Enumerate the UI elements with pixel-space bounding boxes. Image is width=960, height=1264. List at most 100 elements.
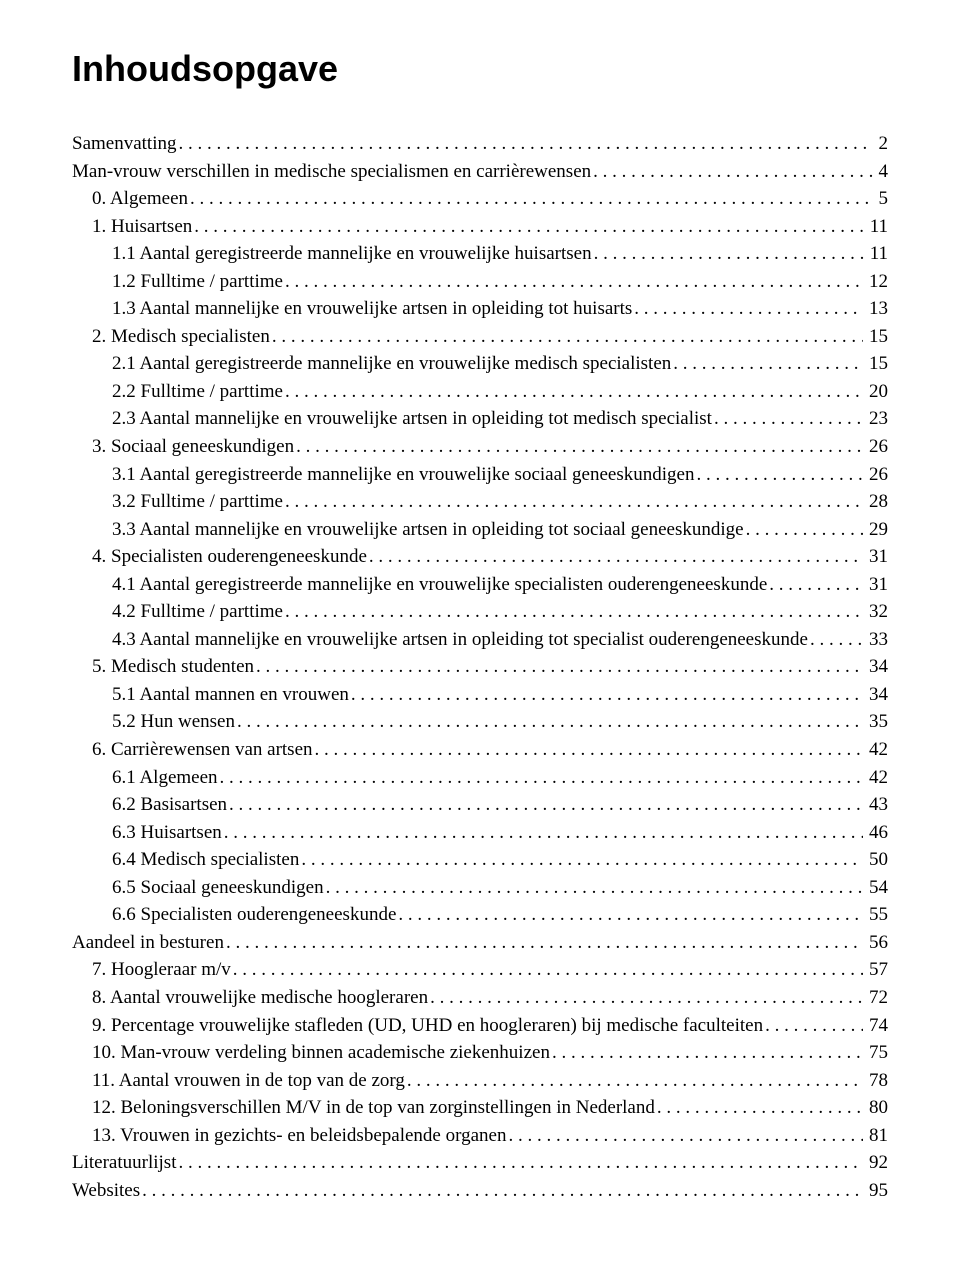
toc-entry: 1.3 Aantal mannelijke en vrouwelijke art… (72, 295, 888, 323)
toc-entry-label: 6. Carrièrewensen van artsen (92, 736, 313, 764)
toc-entry: 5.1 Aantal mannen en vrouwen 34 (72, 681, 888, 709)
toc-entry: 5. Medisch studenten 34 (72, 653, 888, 681)
toc-entry-label: 2.1 Aantal geregistreerde mannelijke en … (112, 350, 671, 378)
toc-entry: 3.2 Fulltime / parttime 28 (72, 488, 888, 516)
toc-leader-dots (326, 874, 863, 902)
toc-entry: 4.3 Aantal mannelijke en vrouwelijke art… (72, 626, 888, 654)
toc-entry-label: 13. Vrouwen in gezichts- en beleidsbepal… (92, 1122, 506, 1150)
toc-entry-page: 34 (865, 653, 888, 681)
toc-entry: 13. Vrouwen in gezichts- en beleidsbepal… (72, 1122, 888, 1150)
toc-leader-dots (696, 461, 863, 489)
toc-entry-page: 26 (865, 433, 888, 461)
toc-leader-dots (634, 295, 863, 323)
toc-entry-label: 1. Huisartsen (92, 213, 192, 241)
toc-entry-page: 29 (865, 516, 888, 544)
toc-entry: 11. Aantal vrouwen in de top van de zorg… (72, 1067, 888, 1095)
toc-entry: 1.1 Aantal geregistreerde mannelijke en … (72, 240, 888, 268)
toc-entry-label: 5.2 Hun wensen (112, 708, 235, 736)
toc-entry: 2.2 Fulltime / parttime 20 (72, 378, 888, 406)
toc-leader-dots (765, 1012, 863, 1040)
toc-entry-page: 35 (865, 708, 888, 736)
toc-leader-dots (272, 323, 863, 351)
toc-entry-page: 15 (865, 323, 888, 351)
toc-entry-page: 42 (865, 764, 888, 792)
toc-leader-dots (301, 846, 863, 874)
toc-leader-dots (285, 378, 863, 406)
toc-leader-dots (220, 764, 863, 792)
toc-leader-dots (296, 433, 863, 461)
toc-entry: Samenvatting 2 (72, 130, 888, 158)
toc-leader-dots (810, 626, 863, 654)
toc-leader-dots (657, 1094, 863, 1122)
toc-leader-dots (398, 901, 863, 929)
toc-leader-dots (552, 1039, 863, 1067)
toc-entry-page: 46 (865, 819, 888, 847)
toc-entry: 6.1 Algemeen 42 (72, 764, 888, 792)
toc-entry: 6.3 Huisartsen 46 (72, 819, 888, 847)
toc-entry: 2.1 Aantal geregistreerde mannelijke en … (72, 350, 888, 378)
toc-leader-dots (178, 1149, 863, 1177)
toc-entry-label: 6.1 Algemeen (112, 764, 218, 792)
toc-entry-page: 42 (865, 736, 888, 764)
toc-entry: 4.2 Fulltime / parttime 32 (72, 598, 888, 626)
toc-entry-label: 2. Medisch specialisten (92, 323, 270, 351)
toc-entry-page: 80 (865, 1094, 888, 1122)
toc-leader-dots (233, 956, 863, 984)
toc-leader-dots (746, 516, 863, 544)
toc-entry-label: Samenvatting (72, 130, 176, 158)
toc-entry-label: 8. Aantal vrouwelijke medische hooglerar… (92, 984, 428, 1012)
toc-entry: 4.1 Aantal geregistreerde mannelijke en … (72, 571, 888, 599)
toc-leader-dots (285, 268, 863, 296)
toc-entry-page: 81 (865, 1122, 888, 1150)
toc-entry-page: 55 (865, 901, 888, 929)
toc-leader-dots (769, 571, 863, 599)
toc-entry-page: 15 (865, 350, 888, 378)
toc-entry-page: 31 (865, 571, 888, 599)
toc-entry-label: 6.4 Medisch specialisten (112, 846, 299, 874)
toc-entry-label: 4.3 Aantal mannelijke en vrouwelijke art… (112, 626, 808, 654)
toc-leader-dots (224, 819, 863, 847)
toc-entry-label: 4. Specialisten ouderengeneeskunde (92, 543, 367, 571)
toc-leader-dots (256, 653, 863, 681)
toc-leader-dots (194, 213, 863, 241)
toc-entry-label: Websites (72, 1177, 140, 1205)
toc-entry-page: 43 (865, 791, 888, 819)
toc-entry-label: 3.2 Fulltime / parttime (112, 488, 283, 516)
toc-entry-label: Literatuurlijst (72, 1149, 176, 1177)
toc-entry: 6.2 Basisartsen 43 (72, 791, 888, 819)
toc-entry-label: 5. Medisch studenten (92, 653, 254, 681)
toc-entry-label: Man-vrouw verschillen in medische specia… (72, 158, 591, 186)
toc-entry-label: 2.3 Aantal mannelijke en vrouwelijke art… (112, 405, 712, 433)
toc-entry-label: Aandeel in besturen (72, 929, 224, 957)
toc-entry-page: 75 (865, 1039, 888, 1067)
toc-entry: 2.3 Aantal mannelijke en vrouwelijke art… (72, 405, 888, 433)
toc-entry-label: 3.1 Aantal geregistreerde mannelijke en … (112, 461, 694, 489)
toc-entry: 5.2 Hun wensen 35 (72, 708, 888, 736)
toc-entry-label: 7. Hoogleraar m/v (92, 956, 231, 984)
toc-entry: 6.6 Specialisten ouderengeneeskunde 55 (72, 901, 888, 929)
toc-entry-label: 2.2 Fulltime / parttime (112, 378, 283, 406)
toc-entry-page: 5 (875, 185, 889, 213)
table-of-contents: Samenvatting 2Man-vrouw verschillen in m… (72, 130, 888, 1204)
toc-entry-page: 32 (865, 598, 888, 626)
toc-leader-dots (508, 1122, 863, 1150)
toc-leader-dots (593, 158, 872, 186)
toc-leader-dots (190, 185, 872, 213)
toc-leader-dots (237, 708, 863, 736)
toc-entry-label: 6.3 Huisartsen (112, 819, 222, 847)
toc-entry-label: 9. Percentage vrouwelijke stafleden (UD,… (92, 1012, 763, 1040)
toc-entry: Websites 95 (72, 1177, 888, 1205)
toc-entry-page: 13 (865, 295, 888, 323)
toc-entry-label: 10. Man-vrouw verdeling binnen academisc… (92, 1039, 550, 1067)
toc-entry-page: 11 (866, 240, 888, 268)
toc-leader-dots (229, 791, 863, 819)
toc-entry: 6.5 Sociaal geneeskundigen 54 (72, 874, 888, 902)
toc-entry: 3. Sociaal geneeskundigen 26 (72, 433, 888, 461)
toc-entry-page: 34 (865, 681, 888, 709)
toc-entry-label: 1.1 Aantal geregistreerde mannelijke en … (112, 240, 592, 268)
toc-entry-label: 11. Aantal vrouwen in de top van de zorg (92, 1067, 405, 1095)
toc-entry-page: 33 (865, 626, 888, 654)
toc-entry: 10. Man-vrouw verdeling binnen academisc… (72, 1039, 888, 1067)
page-title: Inhoudsopgave (72, 48, 888, 90)
toc-entry-page: 28 (865, 488, 888, 516)
